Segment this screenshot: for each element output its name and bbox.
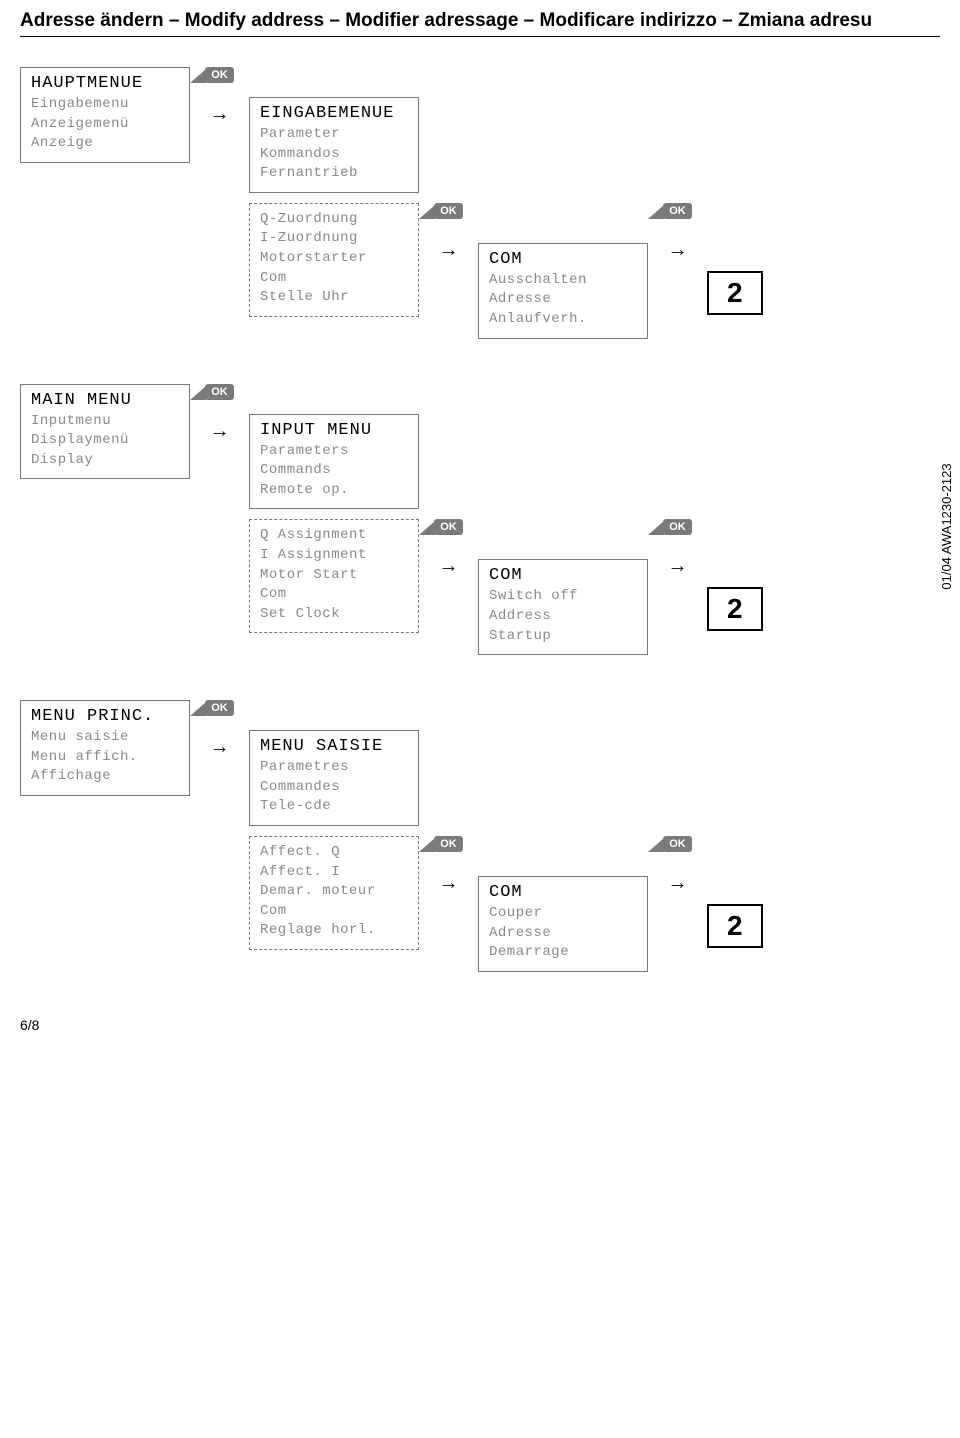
connector: OK → — [421, 203, 476, 280]
menu-item: Displaymenü — [31, 431, 179, 451]
result-box: 2 — [707, 904, 763, 948]
menu-item: I-Zuordnung — [260, 229, 408, 249]
menu-item: Adresse — [489, 290, 637, 310]
menu-item: Remote op. — [260, 481, 408, 501]
connector: OK → — [650, 203, 705, 292]
menu-item: Demarrage — [489, 943, 637, 963]
menu-title: HAUPTMENUE — [31, 74, 179, 93]
side-label: 01/04 AWA1230-2123 — [939, 464, 954, 590]
menu-title: COM — [489, 566, 637, 585]
menu-item: Q-Zuordnung — [260, 210, 408, 230]
sub-menu-box: INPUT MENU Parameters Commands Remote op… — [249, 414, 419, 510]
main-menu-box: HAUPTMENUE Eingabemenu Anzeigemenü Anzei… — [20, 67, 190, 163]
menu-item: Demar. moteur — [260, 882, 408, 902]
menu-item: Com — [260, 269, 408, 289]
section-en: 01/04 AWA1230-2123 MAIN MENU Inputmenu D… — [20, 384, 940, 656]
main-menu-box: MENU PRINC. Menu saisie Menu affich. Aff… — [20, 700, 190, 796]
menu-item: Commandes — [260, 778, 408, 798]
com-menu-box: COM Couper Adresse Demarrage — [478, 876, 648, 972]
arrow-icon: → — [439, 555, 459, 578]
menu-title: COM — [489, 250, 637, 269]
menu-item: Com — [260, 902, 408, 922]
arrow-icon: → — [439, 872, 459, 895]
arrow-icon: → — [439, 239, 459, 262]
connector: OK → — [192, 384, 247, 443]
menu-item: Motorstarter — [260, 249, 408, 269]
menu-item: Stelle Uhr — [260, 288, 408, 308]
menu-item: Affect. I — [260, 863, 408, 883]
menu-item: Commands — [260, 461, 408, 481]
menu-item: Menu saisie — [31, 728, 179, 748]
com-menu-box: COM Switch off Address Startup — [478, 559, 648, 655]
menu-item: I Assignment — [260, 546, 408, 566]
com-menu-box: COM Ausschalten Adresse Anlaufverh. — [478, 243, 648, 339]
menu-item: Set Clock — [260, 605, 408, 625]
connector: OK → — [650, 836, 705, 925]
menu-item: Com — [260, 585, 408, 605]
menu-item: Affichage — [31, 767, 179, 787]
ok-badge-icon: OK — [663, 519, 692, 535]
menu-item: Startup — [489, 627, 637, 647]
arrow-icon: → — [668, 239, 688, 262]
connector: OK → — [421, 836, 476, 913]
menu-title: MENU PRINC. — [31, 707, 179, 726]
arrow-icon: → — [210, 736, 230, 759]
menu-item: Motor Start — [260, 566, 408, 586]
menu-item: Ausschalten — [489, 271, 637, 291]
menu-item: Eingabemenu — [31, 95, 179, 115]
menu-item: Fernantrieb — [260, 164, 408, 184]
menu-item: Parametres — [260, 758, 408, 778]
menu-item: Adresse — [489, 924, 637, 944]
connector: OK → — [192, 700, 247, 759]
ok-badge-icon: OK — [663, 836, 692, 852]
section-fr: MENU PRINC. Menu saisie Menu affich. Aff… — [20, 700, 940, 972]
menu-item: Switch off — [489, 587, 637, 607]
menu-item: Tele-cde — [260, 797, 408, 817]
menu-item: Reglage horl. — [260, 921, 408, 941]
menu-item: Q Assignment — [260, 526, 408, 546]
menu-title: MAIN MENU — [31, 391, 179, 410]
sub-menu-box: EINGABEMENUE Parameter Kommandos Fernant… — [249, 97, 419, 193]
sub-menu-box: MENU SAISIE Parametres Commandes Tele-cd… — [249, 730, 419, 826]
menu-title: EINGABEMENUE — [260, 104, 408, 123]
ok-badge-icon: OK — [434, 203, 463, 219]
ok-badge-icon: OK — [205, 67, 234, 83]
dashed-menu-box: Q Assignment I Assignment Motor Start Co… — [249, 519, 419, 633]
arrow-icon: → — [210, 420, 230, 443]
main-menu-box: MAIN MENU Inputmenu Displaymenü Display — [20, 384, 190, 480]
menu-item: Couper — [489, 904, 637, 924]
result-box: 2 — [707, 271, 763, 315]
result-box: 2 — [707, 587, 763, 631]
ok-badge-icon: OK — [434, 519, 463, 535]
menu-item: Anlaufverh. — [489, 310, 637, 330]
arrow-icon: → — [210, 103, 230, 126]
menu-item: Address — [489, 607, 637, 627]
menu-item: Parameters — [260, 442, 408, 462]
page-footer: 6/8 — [20, 1017, 940, 1033]
ok-badge-icon: OK — [663, 203, 692, 219]
arrow-icon: → — [668, 872, 688, 895]
dashed-menu-box: Q-Zuordnung I-Zuordnung Motorstarter Com… — [249, 203, 419, 317]
dashed-menu-box: Affect. Q Affect. I Demar. moteur Com Re… — [249, 836, 419, 950]
menu-item: Menu affich. — [31, 748, 179, 768]
menu-title: INPUT MENU — [260, 421, 408, 440]
menu-title: MENU SAISIE — [260, 737, 408, 756]
connector: OK → — [421, 519, 476, 596]
menu-title: COM — [489, 883, 637, 902]
menu-item: Anzeige — [31, 134, 179, 154]
menu-item: Anzeigemenü — [31, 115, 179, 135]
menu-item: Kommandos — [260, 145, 408, 165]
page-title: Adresse ändern – Modify address – Modifi… — [20, 10, 940, 37]
ok-badge-icon: OK — [205, 700, 234, 716]
menu-item: Parameter — [260, 125, 408, 145]
ok-badge-icon: OK — [205, 384, 234, 400]
menu-item: Affect. Q — [260, 843, 408, 863]
connector: OK → — [192, 67, 247, 126]
connector: OK → — [650, 519, 705, 608]
arrow-icon: → — [668, 555, 688, 578]
menu-item: Display — [31, 451, 179, 471]
section-de: HAUPTMENUE Eingabemenu Anzeigemenü Anzei… — [20, 67, 940, 339]
ok-badge-icon: OK — [434, 836, 463, 852]
menu-item: Inputmenu — [31, 412, 179, 432]
